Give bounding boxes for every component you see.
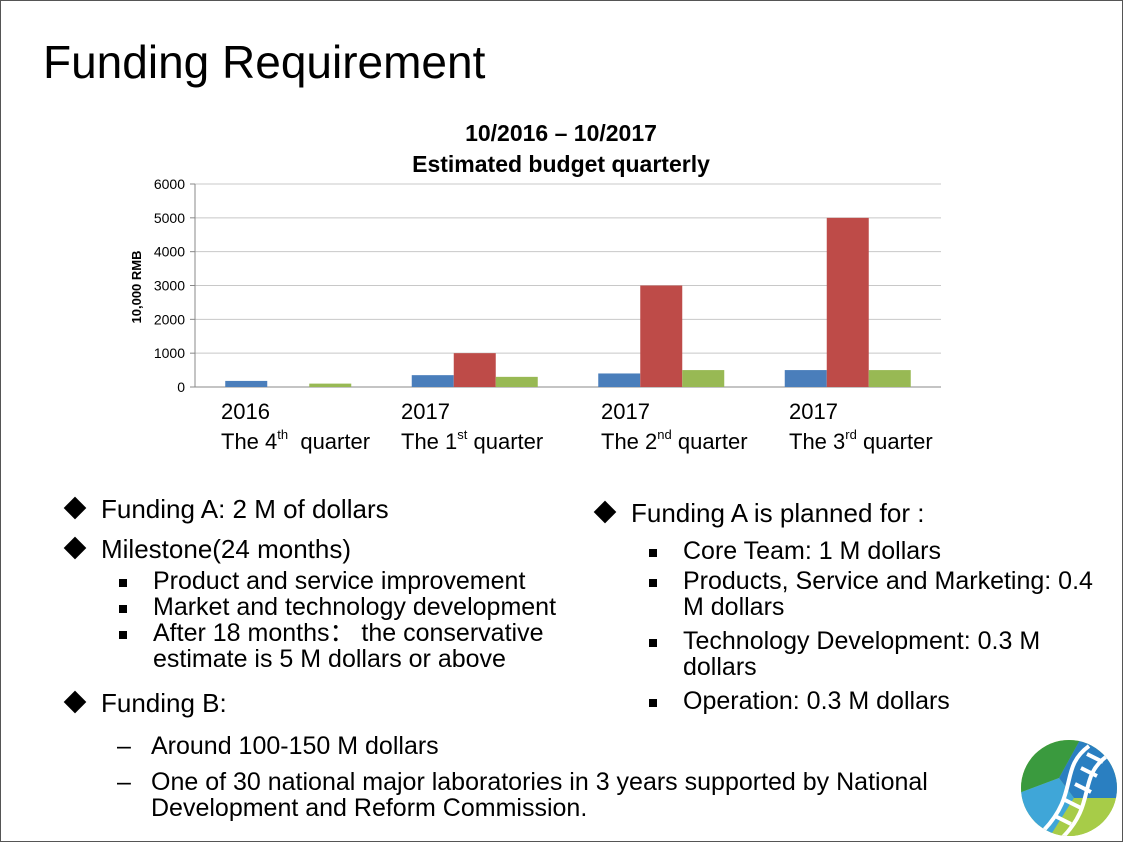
category-quarter-label: The 1st quarter: [401, 427, 544, 454]
planned-heading-line: Funding A is planned for :: [593, 498, 1107, 528]
funding-a-line: Funding A: 2 M of dollars: [63, 494, 607, 524]
planned-list: Core Team: 1 M dollars Products, Service…: [597, 538, 1107, 714]
budget-bar-chart: 10,000 RMB 0 1000 2000 3000 4000 5000 6000: [129, 176, 941, 395]
diamond-bullet-icon: [63, 536, 87, 560]
milestone-line: Milestone(24 months): [63, 534, 607, 564]
category-quarter-label: The 2nd quarter: [601, 427, 748, 454]
bar: [640, 285, 683, 387]
bar: [682, 370, 725, 387]
milestone-text: Milestone(24 months): [101, 534, 351, 564]
y-tick-label: 3000: [154, 278, 185, 294]
dash-bullet-icon: –: [117, 768, 131, 796]
milestone-list: Product and service improvement Market a…: [67, 568, 607, 672]
square-bullet-icon: [119, 579, 127, 587]
bar: [784, 370, 827, 387]
square-bullet-icon: [119, 605, 127, 613]
y-tick-label: 4000: [154, 244, 185, 260]
planned-item: Core Team: 1 M dollars: [649, 538, 1107, 564]
y-tick-label: 2000: [154, 311, 185, 327]
bar: [868, 370, 911, 387]
left-bullets: Funding A: 2 M of dollars Milestone(24 m…: [63, 494, 607, 718]
category-year-label: 2017: [789, 399, 838, 424]
bar: [225, 380, 268, 387]
chart-title-line2: Estimated budget quarterly: [412, 151, 710, 177]
chart-title-line1: 10/2016 – 10/2017: [465, 120, 657, 146]
funding-a-text: Funding A: 2 M of dollars: [101, 494, 389, 524]
bar: [495, 376, 538, 387]
square-bullet-icon: [649, 549, 657, 557]
y-tick-label: 6000: [154, 176, 185, 192]
y-tick-label: 5000: [154, 210, 185, 226]
funding-b-item: – One of 30 national major laboratories i…: [117, 768, 928, 822]
diamond-bullet-icon: [63, 690, 87, 714]
bar: [411, 375, 454, 387]
dna-circle-logo: [1021, 740, 1117, 836]
bar: [826, 217, 869, 387]
y-tick-label: 0: [177, 379, 185, 395]
category-quarter-label: The 3rd quarter: [789, 427, 933, 454]
bar: [453, 353, 496, 387]
funding-b-list: – Around 100-150 M dollars – One of 30 nat…: [117, 733, 1037, 821]
funding-b-item: – Around 100-150 M dollars: [117, 732, 439, 760]
square-bullet-icon: [119, 631, 127, 639]
milestone-item: Product and service improvement: [119, 568, 607, 594]
bar: [598, 373, 641, 387]
y-tick-label: 1000: [154, 345, 185, 361]
square-bullet-icon: [649, 579, 657, 587]
square-bullet-icon: [649, 699, 657, 707]
square-bullet-icon: [649, 639, 657, 647]
category-year-label: 2016: [221, 399, 270, 424]
dash-bullet-icon: –: [117, 732, 131, 760]
right-bullets: Funding A is planned for : Core Team: 1 …: [593, 498, 1107, 714]
diamond-bullet-icon: [63, 496, 87, 520]
planned-heading: Funding A is planned for :: [631, 498, 925, 528]
planned-item: Operation: 0.3 M dollars: [649, 688, 1107, 714]
planned-item: Products, Service and Marketing: 0.4 M d…: [649, 568, 1103, 620]
funding-b-text: Funding B:: [101, 688, 227, 718]
category-quarter-label: The 4th quarter: [221, 427, 371, 454]
milestone-item: Market and technology development: [119, 594, 607, 620]
funding-b-line: Funding B:: [63, 688, 607, 718]
category-year-label: 2017: [601, 399, 650, 424]
diamond-bullet-icon: [593, 500, 617, 524]
planned-item: Technology Development: 0.3 M dollars: [649, 628, 1103, 680]
bar: [309, 383, 352, 387]
category-year-label: 2017: [401, 399, 450, 424]
y-axis-label: 10,000 RMB: [129, 251, 144, 324]
slide-title: Funding Requirement: [43, 36, 486, 88]
milestone-item: After 18 months： the conservative estima…: [119, 620, 583, 672]
